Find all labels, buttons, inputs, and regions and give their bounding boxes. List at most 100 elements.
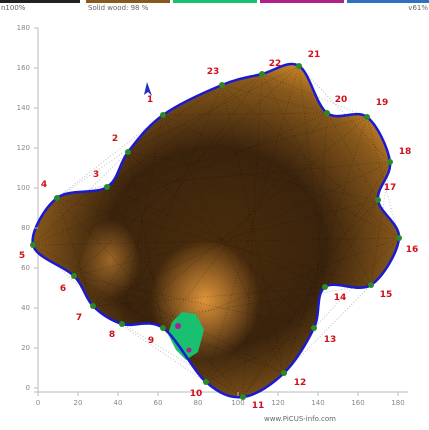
sound-path (127, 151, 379, 201)
node-label: 15 (380, 290, 393, 300)
node-label: 13 (324, 335, 337, 345)
sound-path (298, 65, 391, 163)
sound-path (261, 73, 372, 286)
sound-path (73, 275, 315, 329)
sound-path (32, 244, 285, 374)
sound-path (56, 197, 244, 398)
watermark: www.PiCUS-info.com (264, 415, 336, 423)
sensor-node (281, 370, 287, 376)
sound-path (326, 112, 379, 201)
sensor-node (203, 379, 209, 385)
tomogram (31, 62, 401, 399)
sound-path (261, 73, 368, 118)
sensor-node (90, 303, 96, 309)
node-label: 20 (335, 95, 348, 105)
sound-path (121, 114, 164, 325)
sound-path (205, 65, 300, 383)
header-center: Solid wood: 98 % (88, 4, 149, 12)
x-tick-label: 140 (311, 399, 324, 407)
sound-path (221, 84, 328, 114)
node-label: 6 (60, 284, 66, 294)
sound-path (32, 244, 123, 325)
x-tick-label: 0 (36, 399, 40, 407)
x-tick-label: 20 (74, 399, 83, 407)
node-label: 14 (334, 293, 347, 303)
node-label: 9 (148, 336, 154, 346)
sound-path (121, 323, 244, 398)
x-tick-label: 60 (154, 399, 163, 407)
node-label: 12 (294, 378, 307, 388)
sensor-node (219, 82, 225, 88)
sensor-node (240, 394, 246, 400)
sound-path (298, 65, 326, 288)
sensor-node (259, 71, 265, 77)
y-tick-label: 140 (17, 104, 30, 112)
sound-path (32, 151, 129, 246)
y-tick-label: 120 (17, 144, 30, 152)
color-strip (86, 0, 170, 3)
y-tick-label: 0 (26, 384, 30, 392)
sound-path (162, 112, 328, 329)
sensor-node (396, 235, 402, 241)
x-tick-label: 180 (391, 399, 404, 407)
sound-path (73, 186, 108, 277)
decay-spot (186, 347, 192, 353)
sound-path (106, 186, 326, 288)
sound-path (162, 237, 400, 329)
node-label: 2 (112, 134, 118, 144)
sound-path (106, 73, 263, 188)
sound-path (127, 65, 300, 153)
sound-path (56, 116, 368, 199)
node-label: 10 (190, 389, 203, 399)
y-tick-label: 40 (21, 304, 30, 312)
node-label: 1 (147, 95, 153, 105)
sound-path (205, 327, 315, 383)
sensor-node (387, 159, 393, 165)
sensor-node (104, 184, 110, 190)
node-label: 22 (269, 59, 282, 69)
y-tick-label: 180 (17, 24, 30, 32)
color-strip (0, 0, 80, 3)
sound-path (121, 284, 372, 325)
node-label: 17 (384, 183, 397, 193)
node-label: 8 (109, 330, 115, 340)
sound-path (121, 116, 368, 325)
y-tick-label: 20 (21, 344, 30, 352)
sensor-node (54, 195, 60, 201)
sound-path (73, 275, 164, 329)
node-label: 16 (406, 245, 419, 255)
sound-path (127, 151, 315, 329)
sound-path (73, 65, 300, 277)
sound-path (162, 112, 328, 116)
node-label: 21 (308, 50, 321, 60)
node-label: 7 (76, 313, 82, 323)
header-left: n100% (1, 4, 26, 12)
sound-path (221, 84, 285, 374)
node-label: 4 (41, 180, 47, 190)
sound-path (32, 237, 400, 246)
sensor-node (368, 282, 374, 288)
sensor-node (30, 242, 36, 248)
node-label: 18 (399, 147, 412, 157)
sound-path (73, 199, 379, 277)
north-arrow (144, 82, 152, 96)
wood-area (32, 64, 400, 398)
sensor-node (322, 284, 328, 290)
x-tick-label: 120 (271, 399, 284, 407)
sound-path (324, 199, 379, 288)
node-label: 5 (19, 251, 25, 261)
decay-spot (175, 323, 181, 329)
node-label: 3 (93, 170, 99, 180)
x-tick-label: 100 (231, 399, 244, 407)
y-tick-label: 60 (21, 264, 30, 272)
sound-path (106, 186, 207, 383)
sound-path (56, 84, 223, 199)
sensor-node (375, 197, 381, 203)
sensor-node (160, 325, 166, 331)
sensor-node (324, 110, 330, 116)
sound-path (242, 161, 391, 398)
x-tick-label: 80 (194, 399, 203, 407)
node-label: 23 (207, 67, 220, 77)
